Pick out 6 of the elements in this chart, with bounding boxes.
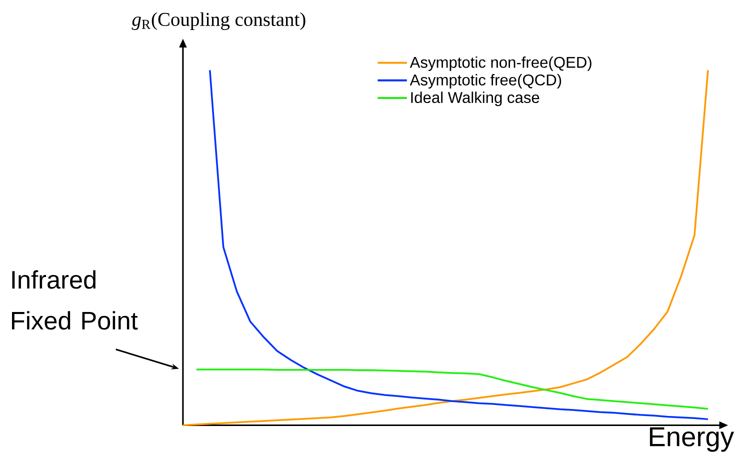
text: Infrared Fixed Point: [12, 270, 138, 330]
legend-label: Asymptotic non-free(QED): [410, 56, 592, 71]
legend-label: Asymptotic free(QCD): [410, 74, 562, 89]
x-axis-title: Energy: [650, 427, 734, 452]
legend-label: Ideal Walking case: [411, 92, 540, 106]
y-axis-title: g$_{R}$(Coupling constant): [132, 12, 306, 30]
